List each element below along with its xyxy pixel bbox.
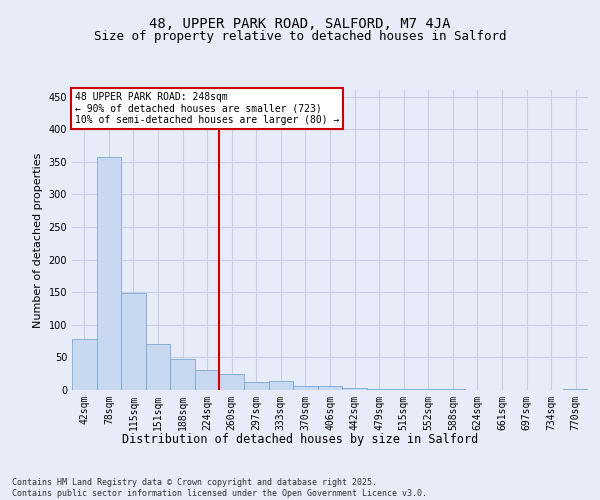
Bar (97, 156, 121, 390)
Text: 48 UPPER PARK ROAD: 248sqm
← 90% of detached houses are smaller (723)
10% of sem: 48 UPPER PARK ROAD: 248sqm ← 90% of deta… (74, 92, 339, 124)
Bar (220, 374, 244, 390)
Text: Size of property relative to detached houses in Salford: Size of property relative to detached ho… (94, 30, 506, 43)
Bar (367, 388, 391, 390)
Bar (293, 386, 318, 390)
Bar (72, 339, 97, 390)
Bar (121, 294, 146, 390)
Bar (269, 381, 293, 390)
Bar (563, 388, 588, 390)
Bar (342, 388, 367, 390)
Bar (195, 370, 220, 390)
Text: Contains HM Land Registry data © Crown copyright and database right 2025.
Contai: Contains HM Land Registry data © Crown c… (12, 478, 427, 498)
Bar (146, 344, 170, 390)
Text: 48, UPPER PARK ROAD, SALFORD, M7 4JA: 48, UPPER PARK ROAD, SALFORD, M7 4JA (149, 18, 451, 32)
Text: Distribution of detached houses by size in Salford: Distribution of detached houses by size … (122, 432, 478, 446)
Y-axis label: Number of detached properties: Number of detached properties (33, 152, 43, 328)
Bar (318, 386, 342, 390)
Bar (244, 382, 269, 390)
Bar (170, 360, 195, 390)
